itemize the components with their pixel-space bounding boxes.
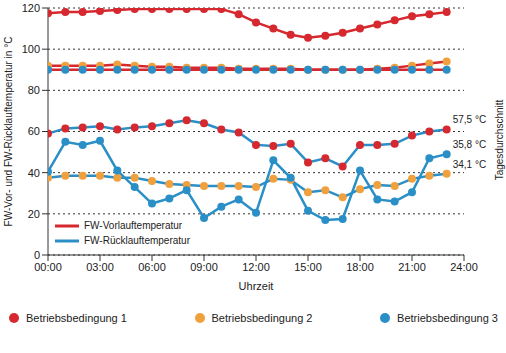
svg-text:34,1 °C: 34,1 °C <box>453 159 486 170</box>
svg-text:FW-Vor- und FW-Rücklauftempera: FW-Vor- und FW-Rücklauftemperatur in °C <box>8 37 14 227</box>
svg-text:24:00: 24:00 <box>450 261 478 273</box>
svg-text:120: 120 <box>22 2 40 14</box>
svg-text:03:00: 03:00 <box>86 261 114 273</box>
svg-text:35,8 °C: 35,8 °C <box>453 139 486 150</box>
svg-text:100: 100 <box>22 43 40 55</box>
svg-text:0: 0 <box>34 249 40 261</box>
html-text:FW-Vorlauftemperatur: FW-Vorlauftemperatur <box>84 220 183 231</box>
svg-text:12:00: 12:00 <box>242 261 270 273</box>
html-text:Betriebsbedingung 1: Betriebsbedingung 1 <box>26 312 127 324</box>
svg-text:00:00: 00:00 <box>34 261 62 273</box>
html-text:Betriebsbedingung 2: Betriebsbedingung 2 <box>211 312 313 324</box>
svg-text:60: 60 <box>28 125 40 137</box>
svg-text:57,5 °C: 57,5 °C <box>453 114 486 125</box>
svg-text:40: 40 <box>28 167 40 179</box>
svg-text:Uhrzeit: Uhrzeit <box>239 280 274 292</box>
svg-text:Tagesdurchschnitt: Tagesdurchschnitt <box>494 99 498 180</box>
svg-text:21:00: 21:00 <box>398 261 426 273</box>
html-text:Betriebsbedingung 3: Betriebsbedingung 3 <box>397 312 498 324</box>
html-text:FW-Rücklauftemperatur: FW-Rücklauftemperatur <box>84 235 190 246</box>
svg-text:18:00: 18:00 <box>346 261 374 273</box>
svg-text:20: 20 <box>28 208 40 220</box>
svg-text:80: 80 <box>28 84 40 96</box>
svg-text:15:00: 15:00 <box>294 261 322 273</box>
svg-text:09:00: 09:00 <box>190 261 218 273</box>
svg-text:06:00: 06:00 <box>138 261 166 273</box>
